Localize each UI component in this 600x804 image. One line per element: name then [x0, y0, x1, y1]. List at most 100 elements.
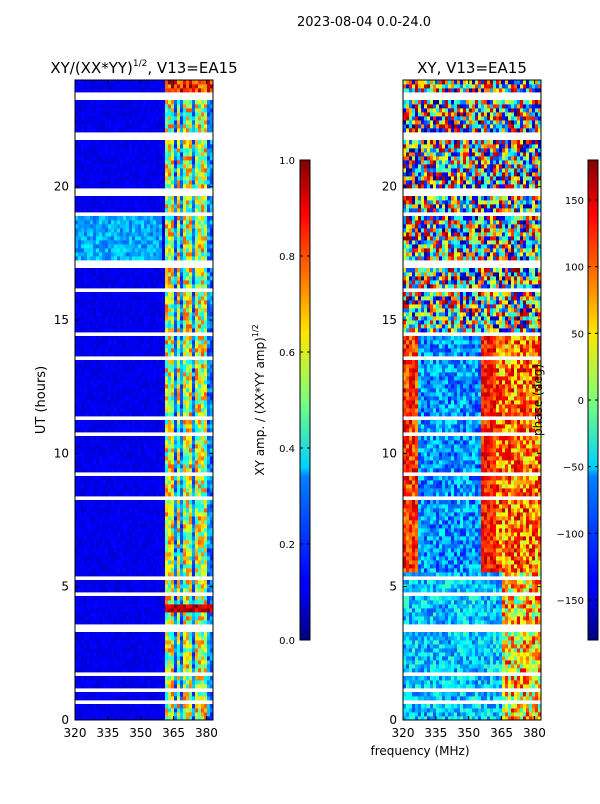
heatmap-cell [186, 408, 190, 413]
heatmap-cell [171, 716, 175, 721]
heatmap-cell [192, 296, 196, 301]
heatmap-cell [114, 316, 118, 321]
heatmap-cell [111, 480, 115, 485]
heatmap-cell [87, 716, 91, 721]
heatmap-cell [174, 448, 178, 453]
heatmap-cell [90, 528, 94, 533]
heatmap-cell [117, 652, 121, 657]
heatmap-cell [195, 580, 199, 585]
heatmap-cell [123, 636, 127, 641]
heatmap-cell [129, 444, 133, 449]
heatmap-cell [210, 464, 214, 469]
heatmap-cell [117, 224, 121, 229]
heatmap-cell [150, 508, 154, 513]
heatmap-cell [189, 552, 193, 557]
heatmap-cell [129, 616, 133, 621]
heatmap-cell [165, 556, 169, 561]
heatmap-cell [177, 316, 181, 321]
heatmap-cell [147, 680, 151, 685]
heatmap-cell [204, 236, 208, 241]
heatmap-cell [162, 380, 166, 385]
heatmap-cell [84, 560, 88, 565]
heatmap-cell [192, 376, 196, 381]
heatmap-cell [84, 248, 88, 253]
heatmap-cell [81, 712, 85, 717]
heatmap-cell [204, 388, 208, 393]
heatmap-cell [81, 484, 85, 489]
heatmap-cell [207, 344, 211, 349]
heatmap-cell [159, 224, 163, 229]
heatmap-cell [108, 584, 112, 589]
heatmap-cell [78, 304, 82, 309]
heatmap-cell [174, 428, 178, 433]
heatmap-cell [192, 444, 196, 449]
heatmap-cell [174, 516, 178, 521]
heatmap-cell [108, 484, 112, 489]
heatmap-cell [123, 396, 127, 401]
heatmap-cell [81, 244, 85, 249]
heatmap-cell [168, 236, 172, 241]
heatmap-cell [129, 648, 133, 653]
heatmap-cell [75, 292, 79, 297]
heatmap-cell [171, 480, 175, 485]
heatmap-cell [207, 552, 211, 557]
heatmap-cell [84, 224, 88, 229]
heatmap-cell [84, 600, 88, 605]
heatmap-cell [114, 408, 118, 413]
heatmap-cell [204, 648, 208, 653]
heatmap-cell [135, 320, 139, 325]
heatmap-cell [147, 360, 151, 365]
heatmap-cell [117, 704, 121, 709]
heatmap-cell [81, 604, 85, 609]
heatmap-cell [156, 240, 160, 245]
heatmap-cell [117, 560, 121, 565]
heatmap-cell [171, 484, 175, 489]
heatmap-cell [129, 508, 133, 513]
heatmap-cell [195, 464, 199, 469]
heatmap-cell [153, 668, 157, 673]
heatmap-cell [162, 224, 166, 229]
heatmap-cell [183, 296, 187, 301]
heatmap-cell [174, 404, 178, 409]
heatmap-cell [210, 340, 214, 345]
heatmap-cell [189, 608, 193, 613]
heatmap-cell [87, 328, 91, 333]
heatmap-cell [204, 560, 208, 565]
heatmap-cell [171, 256, 175, 261]
heatmap-cell [129, 532, 133, 537]
heatmap-cell [108, 608, 112, 613]
heatmap-cell [141, 336, 145, 341]
heatmap-cell [111, 252, 115, 257]
heatmap-cell [114, 632, 118, 637]
heatmap-cell [210, 476, 214, 481]
heatmap-cell [150, 256, 154, 261]
heatmap-cell [99, 304, 103, 309]
heatmap-cell [183, 372, 187, 377]
heatmap-cell [132, 644, 136, 649]
heatmap-cell [102, 352, 106, 357]
heatmap-cell [192, 680, 196, 685]
heatmap-cell [138, 292, 142, 297]
heatmap-cell [126, 504, 130, 509]
heatmap-cell [135, 504, 139, 509]
heatmap-cell [78, 560, 82, 565]
heatmap-cell [138, 572, 142, 577]
heatmap-cell [177, 376, 181, 381]
heatmap-cell [156, 704, 160, 709]
heatmap-cell [147, 716, 151, 721]
heatmap-cell [210, 588, 214, 593]
heatmap-cell [138, 492, 142, 497]
heatmap-cell [138, 440, 142, 445]
heatmap-cell [141, 616, 145, 621]
heatmap-cell [126, 436, 130, 441]
heatmap-cell [123, 544, 127, 549]
heatmap-cell [156, 292, 160, 297]
heatmap-cell [120, 656, 124, 661]
heatmap-cell [186, 588, 190, 593]
heatmap-cell [141, 448, 145, 453]
heatmap-cell [180, 312, 184, 317]
heatmap-cell [123, 244, 127, 249]
heatmap-cell [168, 612, 172, 617]
heatmap-cell [159, 436, 163, 441]
heatmap-cell [102, 284, 106, 289]
